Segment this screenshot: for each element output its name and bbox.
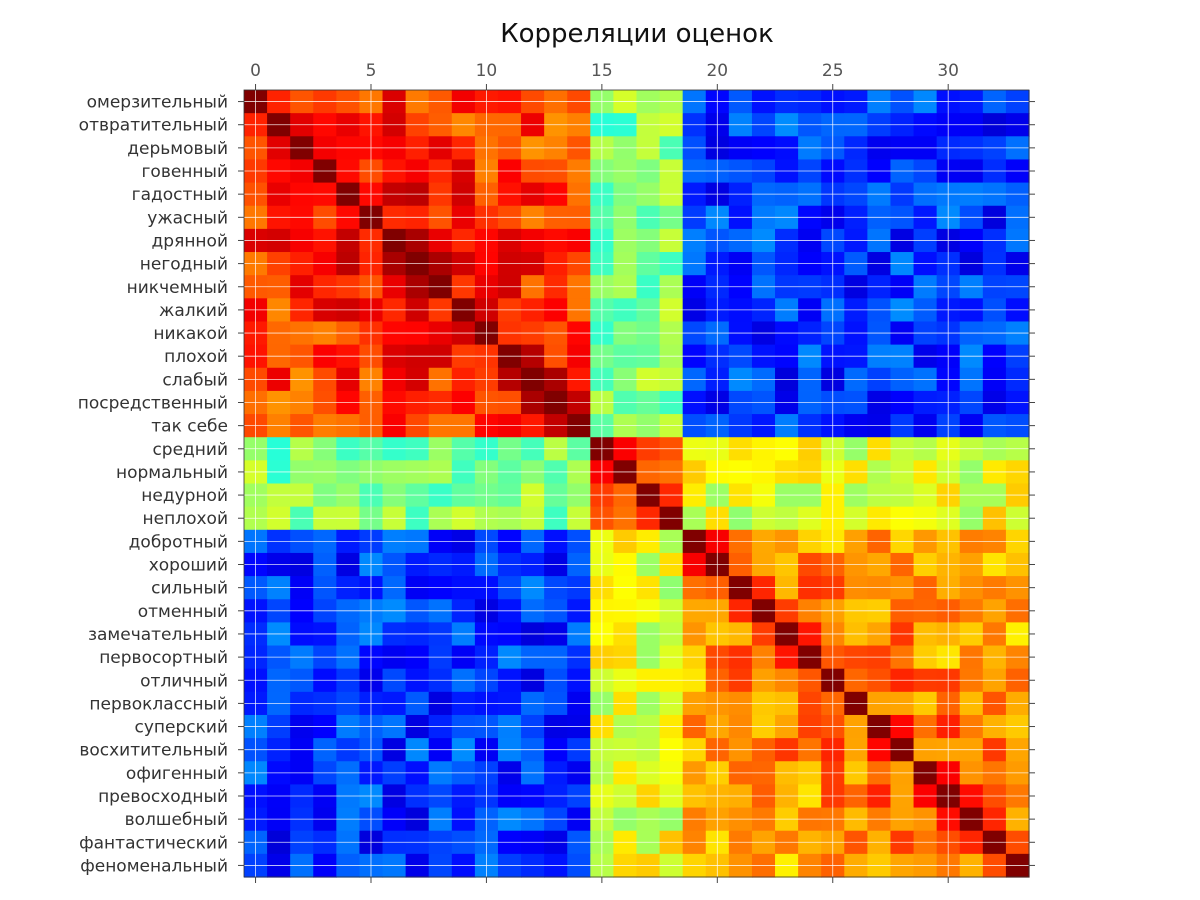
heatmap-cells <box>244 90 1030 878</box>
x-tick-label: 30 <box>937 61 959 81</box>
x-tick-label: 15 <box>591 61 613 81</box>
y-tick-label: ужасный <box>147 208 228 228</box>
y-tick-label: восхитительный <box>79 741 228 761</box>
y-tick-label: фантастический <box>79 833 228 853</box>
y-tick-label: отвратительный <box>79 116 228 136</box>
y-tick-label: говенный <box>141 162 228 182</box>
y-tick-label: первосортный <box>99 648 228 668</box>
x-tick-label: 25 <box>822 61 844 81</box>
y-tick-label: замечательный <box>88 625 228 645</box>
y-tick-label: средний <box>152 440 228 460</box>
y-tick-label: никакой <box>153 324 228 344</box>
x-tick-label: 5 <box>366 61 377 81</box>
x-tick-label: 20 <box>706 61 728 81</box>
y-axis-ticks: омерзительный отвратительный дерьмовый гове… <box>78 93 1035 876</box>
y-tick-label: омерзительный <box>87 93 228 113</box>
y-tick-label: феноменальный <box>80 856 228 876</box>
y-tick-label: нормальный <box>116 463 228 483</box>
y-tick-label: отменный <box>138 602 228 622</box>
heatmap-frame <box>243 89 1030 878</box>
y-tick-label: добротный <box>129 532 228 552</box>
y-tick-label: плохой <box>164 347 228 367</box>
y-tick-label: сильный <box>151 579 228 599</box>
y-tick-label: первоклассный <box>89 694 228 714</box>
y-tick-label: так себе <box>151 417 228 437</box>
y-tick-label: неплохой <box>143 509 228 529</box>
y-tick-label: посредственный <box>78 393 228 413</box>
y-tick-label: офигенный <box>126 764 228 784</box>
heatmap-grid <box>244 90 1029 877</box>
x-tick-label: 10 <box>476 61 498 81</box>
y-tick-label: слабый <box>162 370 228 390</box>
y-tick-label: негодный <box>140 255 228 275</box>
x-tick-label: 0 <box>250 61 261 81</box>
y-tick-label: волшебный <box>125 810 228 830</box>
y-tick-label: отличный <box>140 671 228 691</box>
y-tick-label: недурной <box>141 486 228 506</box>
y-tick-label: никчемный <box>127 278 228 298</box>
x-axis-ticks: 0 5 10 15 20 25 30 <box>250 61 959 883</box>
y-tick-label: суперский <box>135 718 228 738</box>
y-tick-label: дерьмовый <box>127 139 228 159</box>
chart-title: Корреляции оценок <box>500 19 774 49</box>
y-tick-label: жалкий <box>159 301 228 321</box>
y-tick-label: гадостный <box>132 185 228 205</box>
y-tick-label: превосходный <box>98 787 228 807</box>
y-tick-label: дрянной <box>152 231 228 251</box>
y-tick-label: хороший <box>149 556 228 576</box>
